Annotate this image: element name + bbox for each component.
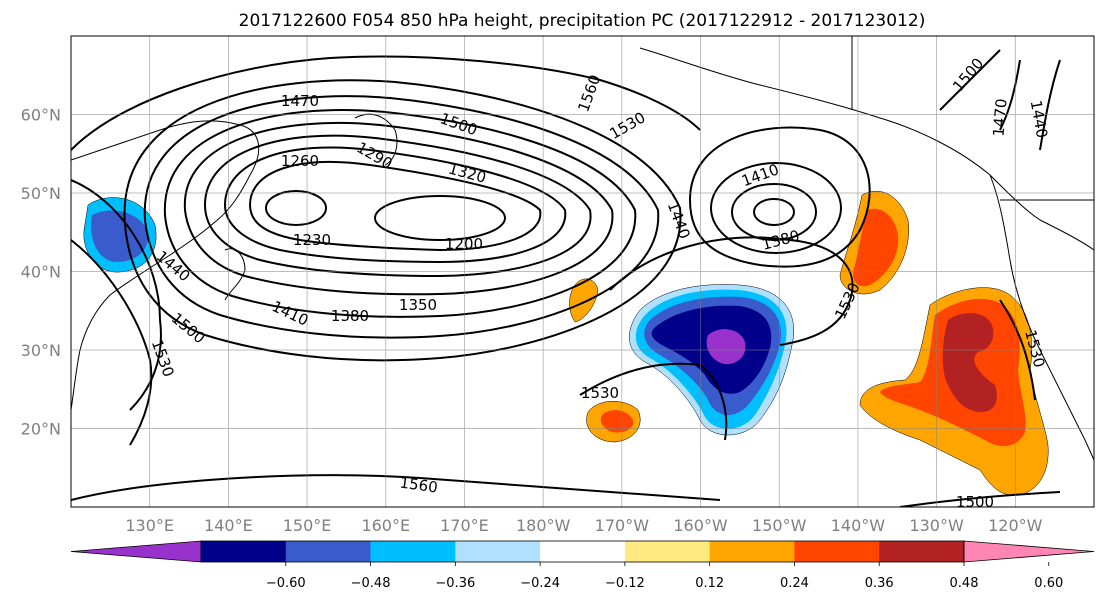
map-frame xyxy=(70,35,1095,508)
x-tick-labels: 130°E 140°E 150°E 160°E 170°E 180°W 170°W 160°W… xyxy=(125,516,1042,535)
y-tick-label: 30°N xyxy=(21,341,61,360)
precip-negative-japan-inner xyxy=(91,210,149,262)
map-area xyxy=(71,36,1094,507)
contour-1380-east xyxy=(731,183,817,241)
contour-1530-east xyxy=(609,236,854,346)
x-tick-label: 140°W xyxy=(831,516,886,535)
coast-asia xyxy=(71,120,260,411)
colorbar-tick-label: −0.12 xyxy=(605,576,645,591)
x-tick-label: 140°E xyxy=(204,516,253,535)
contour-1440 xyxy=(123,79,682,362)
x-tick-label: 170°E xyxy=(440,516,489,535)
precip-positive-strip xyxy=(569,278,599,323)
contour-1230 xyxy=(265,190,327,226)
x-tick-label: 170°W xyxy=(595,516,650,535)
contour-label: 1470 xyxy=(989,98,1010,138)
colorbar-segment xyxy=(624,541,711,562)
colorbar-tick-label: 0.12 xyxy=(695,576,724,591)
x-tick-label: 120°W xyxy=(988,516,1043,535)
contour-1410 xyxy=(143,95,660,339)
x-tick-label: 160°E xyxy=(361,516,410,535)
contour-1440-ne xyxy=(1039,59,1061,151)
contour-1410-east xyxy=(710,162,842,254)
contour-1560-east xyxy=(999,299,1036,401)
contour-1350 xyxy=(183,121,614,296)
precip-negative-pacific-core xyxy=(706,329,746,365)
chart-title: 2017122600 F054 850 hPa height, precipit… xyxy=(239,11,926,31)
contour-label: 1380 xyxy=(331,307,369,325)
colorbar-tick-label: −0.24 xyxy=(520,576,560,591)
colorbar-tick-label: −0.48 xyxy=(351,576,391,591)
colorbar-segment xyxy=(879,541,965,562)
contour-1320 xyxy=(203,134,592,278)
contour-1440-east xyxy=(688,126,871,268)
contour-1530-south xyxy=(579,362,728,441)
y-tick-label: 60°N xyxy=(21,106,61,125)
colorbar-segment xyxy=(201,541,287,562)
contour-1290 xyxy=(223,146,567,264)
contour-1200 xyxy=(374,195,506,241)
precip-positive-gulf-inner xyxy=(853,208,899,287)
contour-label: 1350 xyxy=(399,296,437,314)
contour-label: 1260 xyxy=(281,152,319,170)
contour-label: 1560 xyxy=(399,473,439,496)
height-contours xyxy=(71,49,1061,507)
colorbar-tick-label: 0.24 xyxy=(780,576,809,591)
y-tick-labels: 20°N 30°N 40°N 50°N 60°N xyxy=(21,106,61,439)
contour-1500-south xyxy=(71,474,721,501)
contour-label: 1470 xyxy=(281,92,319,110)
colorbar-tick-label: 0.36 xyxy=(865,576,894,591)
colorbar-tick-label: 0.48 xyxy=(950,576,979,591)
contour-1380 xyxy=(163,109,637,318)
contour-1470 xyxy=(71,55,701,151)
x-tick-label: 150°E xyxy=(283,516,332,535)
contour-1470-ne xyxy=(999,59,1021,131)
coast-north-america xyxy=(989,174,1094,461)
x-tick-label: 130°E xyxy=(125,516,174,535)
precip-positive-small-inner xyxy=(600,410,634,433)
contour-1350-east xyxy=(753,198,795,226)
contour-label: 1530 xyxy=(581,384,619,402)
colorbar-segment xyxy=(370,541,456,562)
contour-1500 xyxy=(71,179,162,411)
colorbar-extend-low xyxy=(70,540,202,563)
contour-label: 1500 xyxy=(956,493,994,511)
x-tick-label: 160°W xyxy=(673,516,728,535)
precip-positive-mexico-core xyxy=(942,313,997,412)
colorbar-segment xyxy=(794,541,880,562)
y-tick-label: 50°N xyxy=(21,184,61,203)
colorbar-frame xyxy=(200,540,965,563)
colorbar-segment xyxy=(455,541,541,562)
colorbar-tick-label: −0.60 xyxy=(266,576,306,591)
x-tick-label: 180°W xyxy=(516,516,571,535)
colorbar-segment xyxy=(285,541,372,562)
colorbar-segment xyxy=(709,541,795,562)
colorbar-segment xyxy=(540,541,626,562)
colorbar-tick-label: 0.60 xyxy=(1034,576,1063,591)
x-tick-label: 130°W xyxy=(909,516,964,535)
contour-label: 1230 xyxy=(293,231,331,249)
contour-1530-west xyxy=(71,239,153,446)
contour-1260 xyxy=(248,161,542,252)
contour-label: 1200 xyxy=(445,235,483,253)
colorbar-extend-high xyxy=(963,540,1095,563)
y-tick-label: 40°N xyxy=(21,263,61,282)
x-tick-label: 150°W xyxy=(752,516,807,535)
contour-1530-bottom xyxy=(899,491,1061,507)
coast-alaska xyxy=(639,47,1094,251)
contour-1500-ne xyxy=(939,49,1001,111)
y-tick-label: 20°N xyxy=(21,420,61,439)
gridlines xyxy=(71,36,1094,507)
colorbar: −0.60 −0.48 −0.36 −0.24 −0.12 0.12 0.24 0.36 0.4… xyxy=(70,540,1095,591)
colorbar-tick-label: −0.36 xyxy=(435,576,475,591)
coastlines xyxy=(71,36,1094,461)
